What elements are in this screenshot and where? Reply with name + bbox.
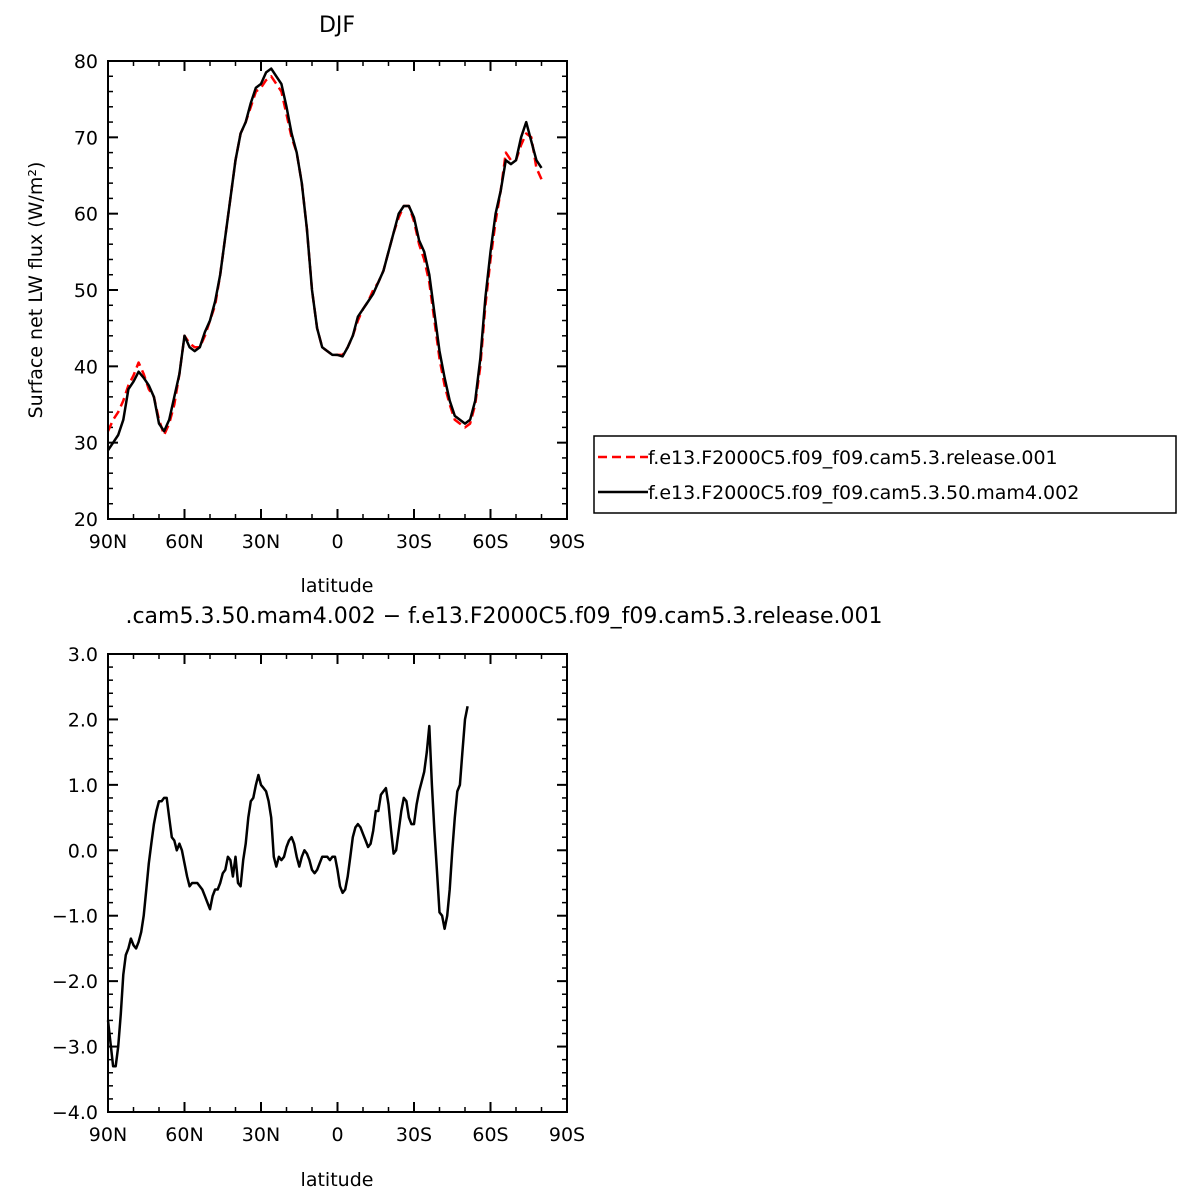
x-tick-label: 30N (242, 1124, 280, 1146)
chart-top-frame (107, 60, 568, 520)
chart-bottom-ylabel: Surface net LW flux (W/m²) (0, 754, 19, 1011)
chart-bottom-title: .cam5.3.50.mam4.002 − f.e13.F2000C5.f09_… (125, 604, 882, 629)
x-tick-label: 30N (242, 531, 280, 553)
x-tick-label: 90N (89, 531, 127, 553)
x-tick-label: 0 (331, 1124, 343, 1146)
y-tick-label: 20 (74, 509, 98, 531)
x-tick-label: 60S (472, 1124, 508, 1146)
y-tick-label: 30 (74, 433, 98, 455)
chart-top-title: DJF (319, 13, 355, 38)
series-line-1-0 (106, 706, 469, 1068)
x-tick-label: 60S (472, 531, 508, 553)
y-tick-label: 2.0 (68, 709, 98, 731)
y-tick-label: −2.0 (52, 971, 98, 993)
chart-bottom: .cam5.3.50.mam4.002 − f.e13.F2000C5.f09_… (52, 604, 883, 1191)
chart-top-xlabel: latitude (301, 575, 374, 597)
series-line-0-1 (106, 67, 543, 451)
y-tick-label: 70 (74, 127, 98, 149)
legend-label-mam4: f.e13.F2000C5.f09_f09.cam5.3.50.mam4.002 (648, 482, 1079, 504)
y-tick-label: 1.0 (68, 775, 98, 797)
legend: f.e13.F2000C5.f09_f09.cam5.3.release.001… (593, 435, 1177, 514)
y-tick-label: −3.0 (52, 1037, 98, 1059)
y-tick-label: 60 (74, 204, 98, 226)
x-tick-label: 30S (396, 531, 432, 553)
legend-box (593, 435, 1177, 514)
chart-bottom-xlabel: latitude (301, 1169, 374, 1191)
y-tick-label: 3.0 (68, 644, 98, 666)
x-tick-label: 60N (165, 1124, 203, 1146)
chart-top: DJF latitude Surface net LW flux (W/m²) … (25, 13, 585, 597)
y-tick-label: 50 (74, 280, 98, 302)
x-tick-label: 90N (89, 1124, 127, 1146)
x-tick-label: 30S (396, 1124, 432, 1146)
y-tick-label: 0.0 (68, 840, 98, 862)
y-tick-label: 80 (74, 51, 98, 73)
y-tick-label: 40 (74, 356, 98, 378)
x-tick-label: 60N (165, 531, 203, 553)
y-tick-label: −1.0 (52, 906, 98, 928)
chart-bottom-frame (107, 653, 568, 1113)
y-tick-label: −4.0 (52, 1102, 98, 1124)
x-tick-label: 90S (549, 1124, 585, 1146)
x-tick-label: 0 (331, 531, 343, 553)
chart-top-ylabel: Surface net LW flux (W/m²) (25, 162, 47, 419)
legend-label-release: f.e13.F2000C5.f09_f09.cam5.3.release.001 (648, 447, 1058, 469)
x-tick-label: 90S (549, 531, 585, 553)
